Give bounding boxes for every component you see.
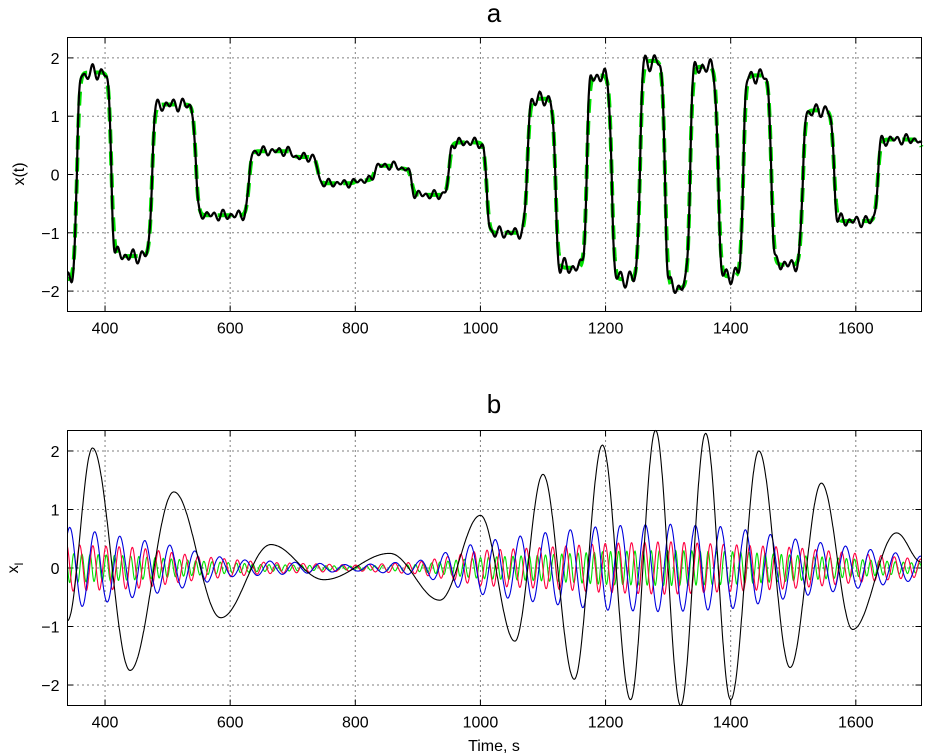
panel-a-xtick-label: 1600 [838, 321, 874, 338]
panel-b-ylabel-sub: l [12, 563, 26, 566]
panel-b-xtick-label: 1000 [463, 715, 499, 732]
panel-a-ytick-label: 1 [51, 109, 60, 126]
panel-b-grid [67, 430, 922, 706]
panel-b-ytick-label: 2 [51, 444, 60, 461]
panel-b-xtick-label: 800 [342, 715, 369, 732]
panel-a-xtick-label: 1200 [588, 321, 624, 338]
panel-b-xtick-label: 1200 [588, 715, 624, 732]
panel-b-xtick-label: 600 [217, 715, 244, 732]
panel-b-ytick-label: −1 [41, 620, 59, 637]
series-component-0 [67, 429, 922, 707]
panel-b-series [66, 429, 923, 707]
panel-a-xtick-label: 600 [217, 321, 244, 338]
panel-b-ticks: 400 600 800 1000 1200 1400 1600 −2 −1 0 1 2 [41, 430, 922, 732]
panel-a-ytick-label: 0 [51, 168, 60, 185]
panel-a-xtick-label: 400 [92, 321, 119, 338]
panel-a-ticks: 400 600 800 1000 1200 1400 1600 −2 −1 0 1 2 [41, 37, 922, 338]
panel-a-ytick-label: −2 [41, 284, 59, 301]
panel-b-xtick-label: 1400 [713, 715, 749, 732]
panel-b-ytick-label: 0 [51, 561, 60, 578]
panel-b-ytick-label: −2 [41, 678, 59, 695]
panel-b-title: b [487, 389, 501, 419]
panel-a-xtick-label: 1000 [463, 321, 499, 338]
panel-b-xtick-label: 400 [92, 715, 119, 732]
panel-b: b 400 600 800 1000 1200 1400 1600 −2 −1 0 1 2 xl Ti… [5, 389, 923, 754]
panel-a-xtick-label: 800 [342, 321, 369, 338]
panel-b-ytick-label: 1 [51, 502, 60, 519]
panel-a: a 400 600 800 1000 1200 1400 1600 −2 −1 0 1 2 x(t) [11, 0, 924, 338]
panel-a-ylabel: x(t) [11, 162, 28, 185]
panel-a-ytick-label: −1 [41, 226, 59, 243]
panel-b-ylabel-main: x [5, 565, 22, 573]
series-signal [66, 54, 923, 295]
series-component-1 [66, 523, 922, 613]
panel-a-xtick-label: 1400 [713, 321, 749, 338]
panel-b-xlabel: Time, s [468, 738, 520, 754]
panel-a-ytick-label: 2 [51, 51, 60, 68]
panel-a-title: a [487, 0, 502, 28]
panel-a-frame [67, 37, 922, 312]
panel-b-frame [67, 430, 922, 706]
series-component-2 [66, 541, 922, 595]
panel-a-series [66, 54, 924, 295]
panel-b-xtick-label: 1600 [838, 715, 874, 732]
panel-b-ylabel: xl [5, 563, 26, 574]
